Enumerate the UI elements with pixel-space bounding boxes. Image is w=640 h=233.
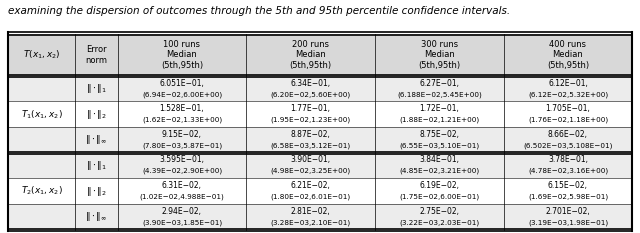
Text: (6.58E−03,5.12E−01): (6.58E−03,5.12E−01) (271, 142, 351, 149)
Text: (7.80E−03,5.87E−01): (7.80E−03,5.87E−01) (142, 142, 222, 149)
Text: (3.28E−03,2.10E−01): (3.28E−03,2.10E−01) (271, 219, 351, 226)
Text: (6.12E−02,5.32E+00): (6.12E−02,5.32E+00) (528, 91, 608, 98)
Text: 6.31E−02,: 6.31E−02, (162, 181, 202, 190)
Text: 100 runs
Median
(5th,95th): 100 runs Median (5th,95th) (161, 40, 203, 70)
Text: 300 runs
Median
(5th,95th): 300 runs Median (5th,95th) (419, 40, 460, 70)
Text: 3.90E−01,: 3.90E−01, (291, 155, 331, 164)
Text: 6.27E−01,: 6.27E−01, (419, 79, 460, 88)
Text: (6.502E−03,5.108E−01): (6.502E−03,5.108E−01) (524, 142, 612, 149)
Text: 8.87E−02,: 8.87E−02, (291, 130, 331, 139)
Text: 8.75E−02,: 8.75E−02, (419, 130, 460, 139)
Text: (6.20E−02,5.60E+00): (6.20E−02,5.60E+00) (271, 91, 351, 98)
Text: (1.62E−02,1.33E+00): (1.62E−02,1.33E+00) (142, 117, 222, 123)
Text: 200 runs
Median
(5th,95th): 200 runs Median (5th,95th) (289, 40, 332, 70)
Text: 3.84E−01,: 3.84E−01, (419, 155, 460, 164)
Text: (6.55E−03,5.10E−01): (6.55E−03,5.10E−01) (399, 142, 479, 149)
Text: (1.69E−02,5.98E−01): (1.69E−02,5.98E−01) (528, 193, 608, 200)
Text: 1.72E−01,: 1.72E−01, (419, 104, 460, 113)
Text: (4.39E−02,2.90E+00): (4.39E−02,2.90E+00) (142, 168, 222, 174)
Text: 1.705E−01,: 1.705E−01, (545, 104, 591, 113)
Text: (4.78E−02,3.16E+00): (4.78E−02,3.16E+00) (528, 168, 608, 174)
Text: $T(x_1,x_2)$: $T(x_1,x_2)$ (22, 48, 60, 61)
Text: (3.22E−03,2.03E−01): (3.22E−03,2.03E−01) (399, 219, 479, 226)
Text: 2.94E−02,: 2.94E−02, (162, 207, 202, 216)
Text: Error
norm: Error norm (85, 45, 108, 65)
Text: (3.90E−03,1.85E−01): (3.90E−03,1.85E−01) (142, 219, 222, 226)
Text: $\|\cdot\|_1$: $\|\cdot\|_1$ (86, 159, 107, 172)
Text: (6.188E−02,5.45E+00): (6.188E−02,5.45E+00) (397, 91, 482, 98)
Text: (4.98E−02,3.25E+00): (4.98E−02,3.25E+00) (271, 168, 351, 174)
Text: 6.15E−02,: 6.15E−02, (548, 181, 588, 190)
Text: (1.88E−02,1.21E+00): (1.88E−02,1.21E+00) (399, 117, 479, 123)
Text: $T_1(x_1,x_2)$: $T_1(x_1,x_2)$ (20, 108, 62, 120)
Text: $\|\cdot\|_2$: $\|\cdot\|_2$ (86, 108, 107, 121)
Text: 3.595E−01,: 3.595E−01, (159, 155, 204, 164)
Text: 2.75E−02,: 2.75E−02, (419, 207, 460, 216)
Text: 8.66E−02,: 8.66E−02, (548, 130, 588, 139)
Text: (4.85E−02,3.21E+00): (4.85E−02,3.21E+00) (399, 168, 479, 174)
Text: (1.02E−02,4.988E−01): (1.02E−02,4.988E−01) (140, 193, 225, 200)
Text: 1.77E−01,: 1.77E−01, (291, 104, 331, 113)
Text: (1.95E−02,1.23E+00): (1.95E−02,1.23E+00) (271, 117, 351, 123)
Text: $\|\cdot\|_\infty$: $\|\cdot\|_\infty$ (85, 133, 108, 146)
Text: 9.15E−02,: 9.15E−02, (162, 130, 202, 139)
Text: 3.78E−01,: 3.78E−01, (548, 155, 588, 164)
Text: 6.34E−01,: 6.34E−01, (291, 79, 331, 88)
Text: 6.19E−02,: 6.19E−02, (419, 181, 460, 190)
Text: $\|\cdot\|_\infty$: $\|\cdot\|_\infty$ (85, 210, 108, 223)
Text: (3.19E−03,1.98E−01): (3.19E−03,1.98E−01) (528, 219, 608, 226)
Text: 400 runs
Median
(5th,95th): 400 runs Median (5th,95th) (547, 40, 589, 70)
Text: 6.21E−02,: 6.21E−02, (291, 181, 331, 190)
Text: examining the dispersion of outcomes through the 5th and 95th percentile confide: examining the dispersion of outcomes thr… (8, 6, 510, 16)
Text: 6.051E−01,: 6.051E−01, (159, 79, 204, 88)
Text: (1.76E−02,1.18E+00): (1.76E−02,1.18E+00) (528, 117, 608, 123)
Text: 1.528E−01,: 1.528E−01, (159, 104, 204, 113)
Text: 6.12E−01,: 6.12E−01, (548, 79, 588, 88)
Text: 2.701E−02,: 2.701E−02, (546, 207, 590, 216)
Text: $\|\cdot\|_2$: $\|\cdot\|_2$ (86, 185, 107, 198)
Text: (1.75E−02,6.00E−01): (1.75E−02,6.00E−01) (399, 193, 479, 200)
Text: 2.81E−02,: 2.81E−02, (291, 207, 330, 216)
Text: (6.94E−02,6.00E+00): (6.94E−02,6.00E+00) (142, 91, 222, 98)
Text: (1.80E−02,6.01E−01): (1.80E−02,6.01E−01) (271, 193, 351, 200)
Text: $T_2(x_1,x_2)$: $T_2(x_1,x_2)$ (20, 185, 62, 197)
Text: $\|\cdot\|_1$: $\|\cdot\|_1$ (86, 82, 107, 95)
